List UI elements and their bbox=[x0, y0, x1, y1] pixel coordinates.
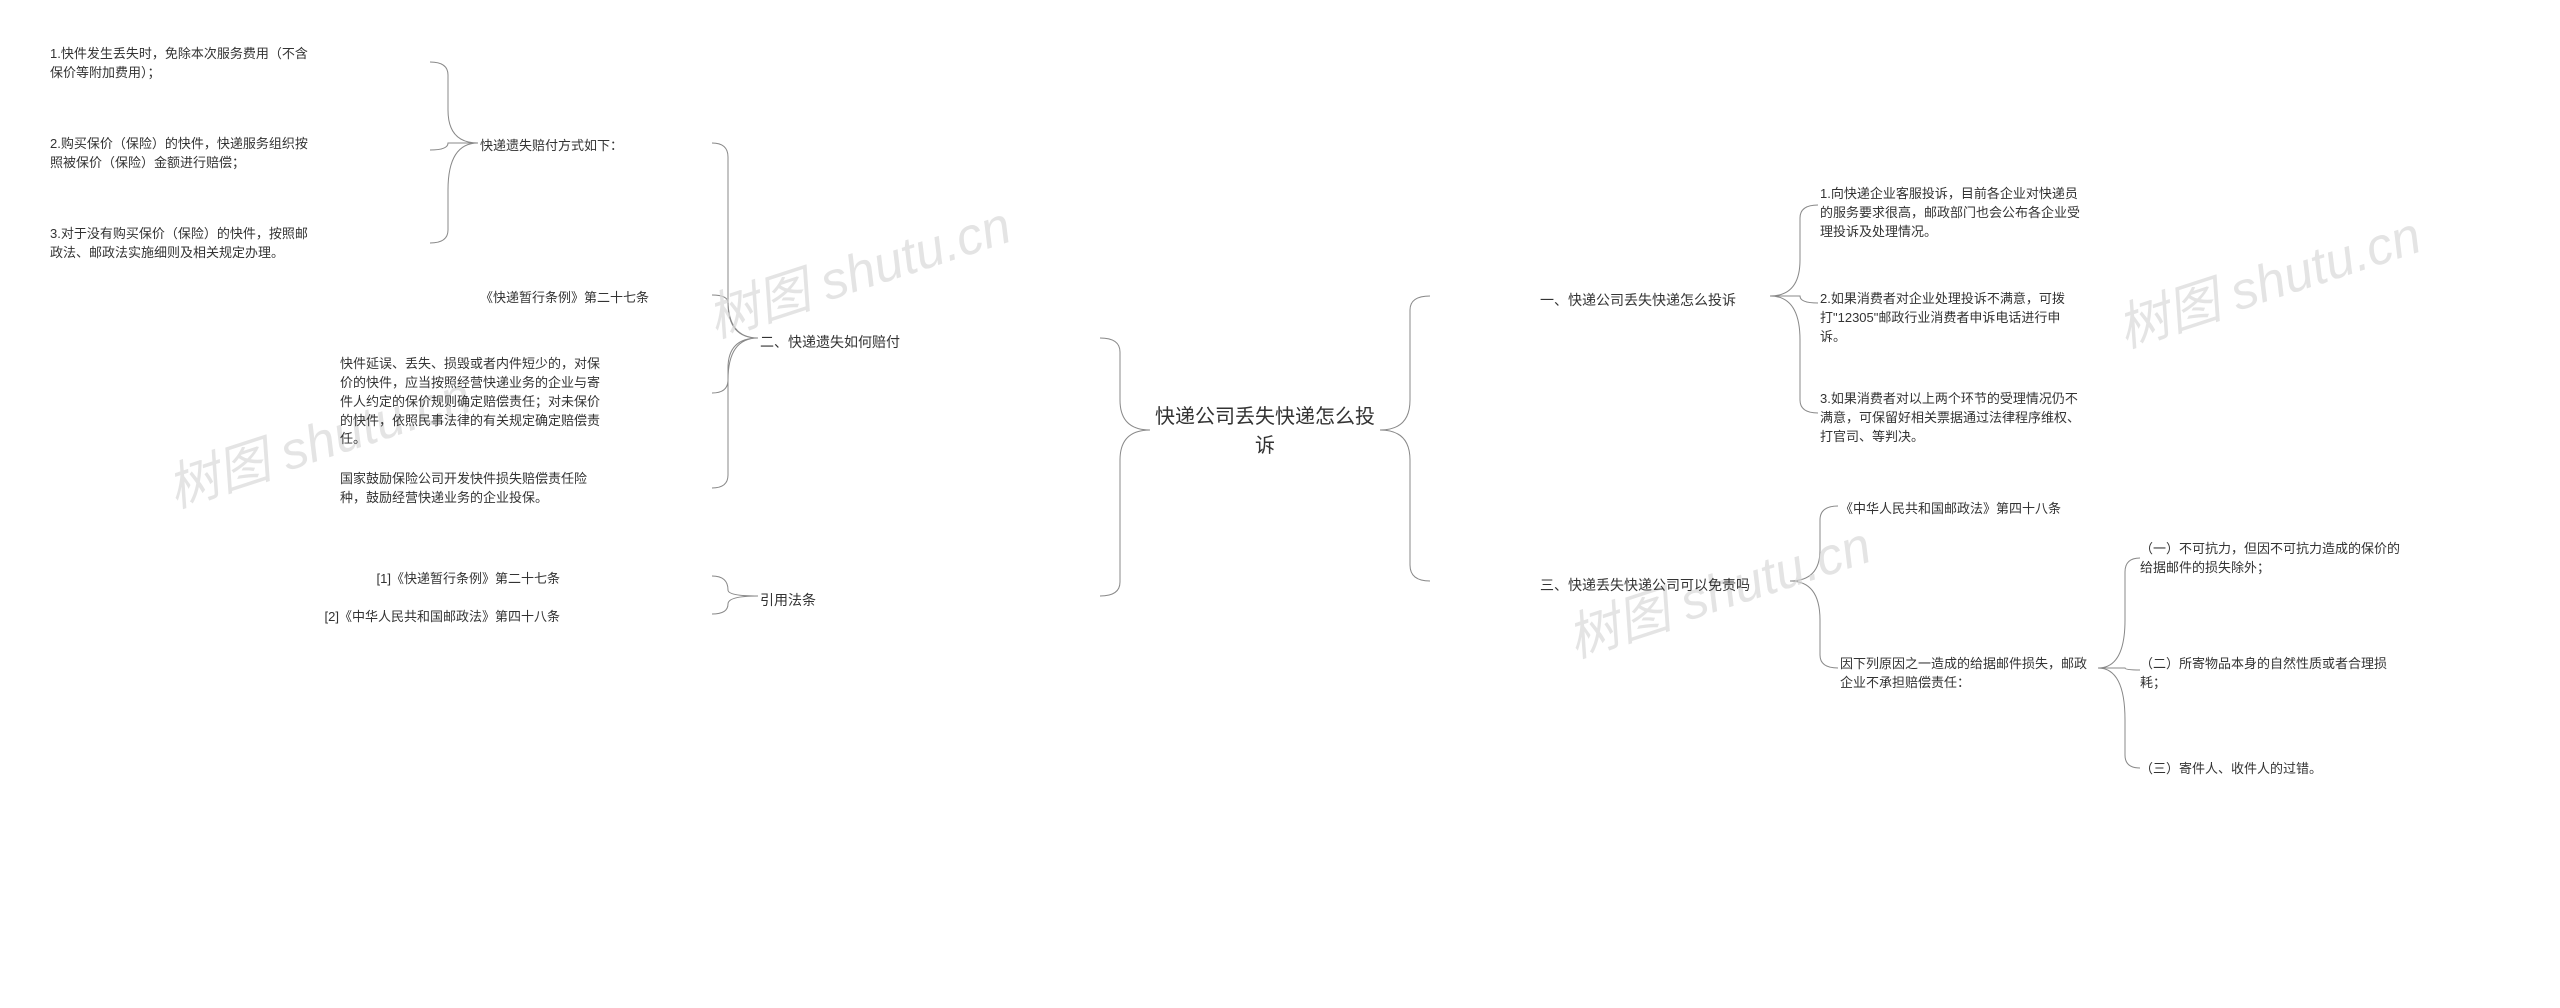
branch-3-c1: 《中华人民共和国邮政法》第四十八条 bbox=[1840, 500, 2090, 519]
branch-2-c1-item: 3.对于没有购买保价（保险）的快件，按照邮政法、邮政法实施细则及相关规定办理。 bbox=[50, 225, 310, 263]
branch-3-c2: 因下列原因之一造成的给据邮件损失，邮政企业不承担赔偿责任： bbox=[1840, 655, 2095, 693]
branch-3: 三、快递丢失快递公司可以免责吗 bbox=[1540, 575, 1800, 595]
branch-2-c2: 《快递暂行条例》第二十七条 bbox=[480, 289, 680, 308]
watermark: 树图 shutu.cn bbox=[2106, 193, 2429, 362]
branch-2-c1: 快递遗失赔付方式如下： bbox=[480, 137, 660, 156]
branch-ref: 引用法条 bbox=[760, 590, 880, 610]
branch-2-c3: 快件延误、丢失、损毁或者内件短少的，对保价的快件，应当按照经营快递业务的企业与寄… bbox=[340, 355, 600, 449]
branch-ref-item: [2]《中华人民共和国邮政法》第四十八条 bbox=[300, 608, 560, 627]
branch-2: 二、快递遗失如何赔付 bbox=[760, 332, 960, 352]
branch-2-c1-item: 1.快件发生丢失时，免除本次服务费用（不含保价等附加费用）； bbox=[50, 45, 310, 83]
branch-1: 一、快递公司丢失快递怎么投诉 bbox=[1540, 290, 1800, 310]
branch-3-c2-item: （一）不可抗力，但因不可抗力造成的保价的给据邮件的损失除外； bbox=[2140, 540, 2400, 578]
watermark: 树图 shutu.cn bbox=[696, 183, 1019, 352]
root-node: 快递公司丢失快递怎么投诉 bbox=[1155, 403, 1375, 461]
branch-3-c2-item: （二）所寄物品本身的自然性质或者合理损耗； bbox=[2140, 655, 2400, 693]
branch-1-item: 3.如果消费者对以上两个环节的受理情况仍不满意，可保留好相关票据通过法律程序维权… bbox=[1820, 390, 2080, 447]
branch-3-c2-item: （三）寄件人、收件人的过错。 bbox=[2140, 760, 2400, 779]
branch-1-item: 2.如果消费者对企业处理投诉不满意，可拨打"12305"邮政行业消费者申诉电话进… bbox=[1820, 290, 2080, 347]
branch-2-c4: 国家鼓励保险公司开发快件损失赔偿责任险种，鼓励经营快递业务的企业投保。 bbox=[340, 470, 600, 508]
branch-1-item: 1.向快递企业客服投诉，目前各企业对快递员的服务要求很高，邮政部门也会公布各企业… bbox=[1820, 185, 2080, 242]
branch-ref-item: [1]《快递暂行条例》第二十七条 bbox=[300, 570, 560, 589]
branch-2-c1-item: 2.购买保价（保险）的快件，快递服务组织按照被保价（保险）金额进行赔偿； bbox=[50, 135, 310, 173]
